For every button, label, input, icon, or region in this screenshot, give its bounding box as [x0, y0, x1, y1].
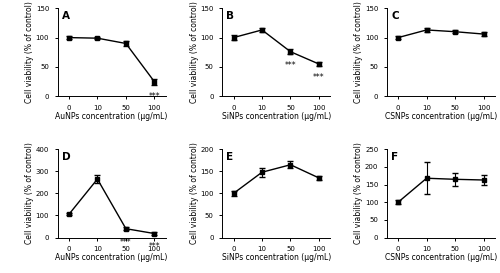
Text: B: B — [226, 11, 234, 21]
Text: F: F — [391, 152, 398, 162]
Text: A: A — [62, 11, 70, 21]
Y-axis label: Cell viability (% of control): Cell viability (% of control) — [26, 143, 35, 244]
Y-axis label: Cell viability (% of control): Cell viability (% of control) — [354, 1, 364, 103]
Text: ***: *** — [148, 92, 160, 101]
Y-axis label: Cell viability (% of control): Cell viability (% of control) — [354, 143, 364, 244]
Y-axis label: Cell viability (% of control): Cell viability (% of control) — [190, 1, 199, 103]
Text: D: D — [62, 152, 70, 162]
X-axis label: AuNPs concentration (µg/mL): AuNPs concentration (µg/mL) — [56, 253, 168, 262]
X-axis label: SiNPs concentration (µg/mL): SiNPs concentration (µg/mL) — [222, 112, 331, 121]
Y-axis label: Cell viability (% of control): Cell viability (% of control) — [190, 143, 199, 244]
Text: ***: *** — [284, 61, 296, 70]
X-axis label: CSNPs concentration (µg/mL): CSNPs concentration (µg/mL) — [384, 112, 497, 121]
Text: E: E — [226, 152, 234, 162]
X-axis label: CSNPs concentration (µg/mL): CSNPs concentration (µg/mL) — [384, 253, 497, 262]
Text: ***: *** — [120, 238, 132, 247]
Text: ***: *** — [313, 73, 325, 82]
X-axis label: AuNPs concentration (µg/mL): AuNPs concentration (µg/mL) — [56, 112, 168, 121]
X-axis label: SiNPs concentration (µg/mL): SiNPs concentration (µg/mL) — [222, 253, 331, 262]
Text: C: C — [391, 11, 398, 21]
Text: ***: *** — [148, 242, 160, 251]
Y-axis label: Cell viability (% of control): Cell viability (% of control) — [26, 1, 35, 103]
